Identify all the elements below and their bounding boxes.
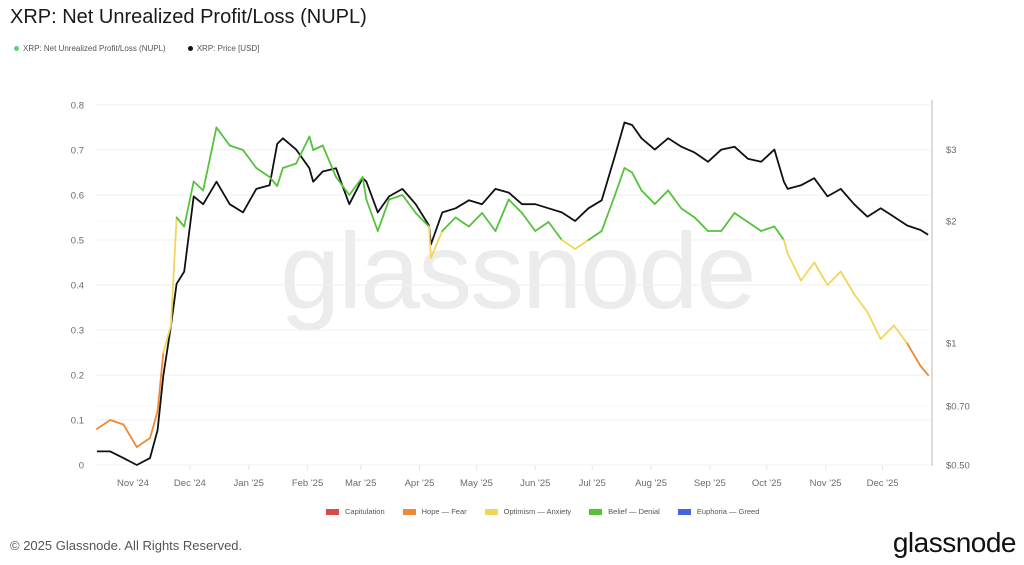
zone-label: Optimism — Anxiety — [503, 507, 572, 516]
x-axis: Nov '24 Dec '24 Jan '25 Feb '25 Mar '25 Apr '… — [117, 465, 899, 489]
legend-label-price: XRP: Price [USD] — [196, 44, 260, 53]
y2-tick-label: $1 — [946, 339, 957, 350]
x-tick-label: Jan '25 — [234, 478, 264, 489]
zone-item-optimism-anxiety[interactable]: Optimism — Anxiety — [484, 507, 572, 516]
y-tick-label: 0.8 — [71, 101, 84, 112]
y-tick-label: 0.3 — [71, 326, 84, 337]
x-tick-label: Dec '24 — [174, 478, 206, 489]
x-tick-label: Dec '25 — [867, 478, 899, 489]
y2-tick-label: $0.50 — [946, 460, 970, 471]
y2-tick-label: $2 — [946, 217, 957, 228]
y-axis-left: 0 0.1 0.2 0.3 0.4 0.5 0.6 0.7 0.8 — [71, 101, 84, 472]
zone-item-capitulation[interactable]: Capitulation — [326, 507, 385, 516]
price-dot-icon — [187, 46, 193, 51]
legend-item-price[interactable]: XRP: Price [USD] — [187, 44, 260, 53]
zone-item-euphoria-greed[interactable]: Euphoria — Greed — [677, 507, 760, 516]
zone-label: Hope — Fear — [421, 507, 467, 516]
y2-tick-label: $0.70 — [946, 401, 970, 412]
zone-item-hope-fear[interactable]: Hope — Fear — [402, 507, 467, 516]
x-tick-label: Oct '25 — [752, 478, 782, 489]
x-tick-label: Aug '25 — [635, 478, 667, 489]
x-tick-label: Jul '25 — [579, 478, 606, 489]
legend-label-nupl: XRP: Net Unrealized Profit/Loss (NUPL) — [23, 44, 166, 53]
x-tick-label: Jun '25 — [520, 478, 550, 489]
optimism-anxiety-swatch-icon — [484, 508, 498, 515]
y-tick-label: 0.5 — [71, 236, 84, 247]
y-tick-label: 0.1 — [71, 416, 84, 427]
x-tick-label: May '25 — [460, 478, 493, 489]
zone-label: Capitulation — [345, 507, 385, 516]
euphoria-greed-swatch-icon — [677, 508, 691, 515]
belief-denial-swatch-icon — [589, 508, 603, 515]
x-tick-label: Nov '24 — [117, 478, 149, 489]
x-tick-label: Nov '25 — [810, 478, 842, 489]
y-tick-label: 0.2 — [71, 371, 84, 382]
y-tick-label: 0.7 — [71, 146, 84, 157]
y-tick-label: 0.6 — [71, 191, 84, 202]
x-tick-label: Apr '25 — [405, 478, 435, 489]
copyright-text: © 2025 Glassnode. All Rights Reserved. — [10, 538, 243, 553]
brand-logo: glassnode — [892, 527, 1017, 558]
gridlines — [95, 104, 930, 466]
x-tick-label: Mar '25 — [345, 478, 376, 489]
zone-legend: Capitulation Hope — Fear Optimism — Anxi… — [326, 507, 759, 516]
y-tick-label: 0 — [79, 461, 84, 472]
y-axis-right: $0.50 $0.70 $1 $2 $3 — [946, 145, 970, 471]
zone-label: Belief — Denial — [608, 507, 660, 516]
hope-fear-swatch-icon — [402, 508, 416, 515]
legend-item-nupl[interactable]: XRP: Net Unrealized Profit/Loss (NUPL) — [14, 44, 166, 53]
chart-title: XRP: Net Unrealized Profit/Loss (NUPL) — [10, 6, 367, 28]
nupl-dot-icon — [14, 46, 19, 51]
x-tick-label: Sep '25 — [694, 478, 726, 489]
y2-tick-label: $3 — [946, 145, 957, 156]
zone-label: Euphoria — Greed — [696, 507, 760, 516]
nupl-line — [95, 126, 930, 448]
y-tick-label: 0.4 — [71, 281, 84, 292]
capitulation-swatch-icon — [326, 508, 339, 515]
x-tick-label: Feb '25 — [292, 478, 323, 489]
zone-item-belief-denial[interactable]: Belief — Denial — [589, 507, 660, 516]
series-legend: XRP: Net Unrealized Profit/Loss (NUPL) X… — [14, 44, 259, 53]
price-line — [96, 121, 929, 466]
